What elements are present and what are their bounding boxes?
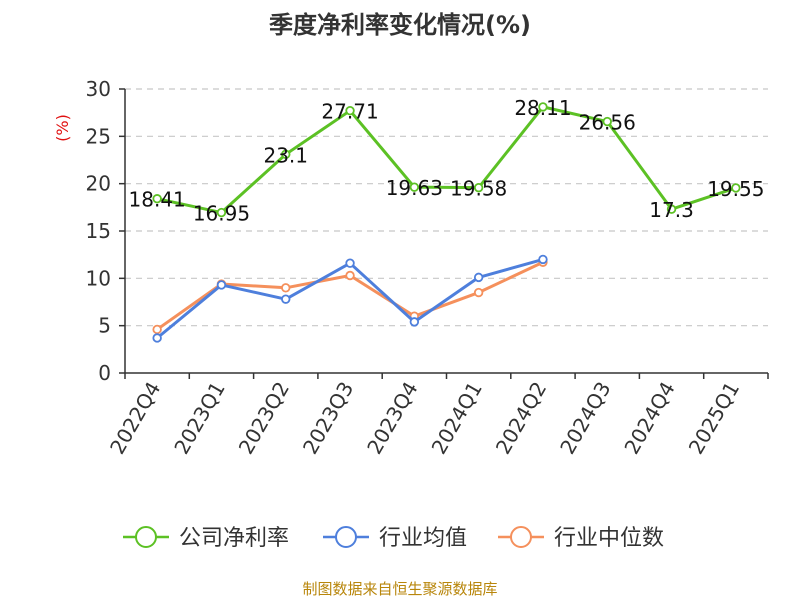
data-label: 17.3 (649, 198, 694, 222)
data-point (409, 182, 420, 192)
x-tick-label: 2024Q2 (491, 378, 551, 459)
legend-marker-icon (335, 526, 357, 548)
x-tick-label: 2023Q2 (234, 378, 294, 459)
legend-item[interactable]: 行业均值 (323, 526, 467, 551)
data-point (409, 317, 420, 327)
data-point (666, 204, 677, 214)
data-label: 28.11 (514, 96, 571, 120)
data-label: 18.41 (129, 188, 186, 212)
y-tick-label: 5 (98, 314, 111, 338)
data-point (473, 272, 484, 283)
chart-title: 季度净利率变化情况(%) (269, 11, 531, 39)
x-tick-label: 2023Q4 (362, 378, 422, 459)
x-tick-label: 2022Q4 (105, 378, 165, 459)
data-label: 19.58 (450, 177, 507, 201)
data-point (538, 254, 548, 265)
legend-item[interactable]: 行业中位数 (498, 526, 664, 551)
legend: 公司净利率 行业均值 行业中位数 (123, 526, 664, 551)
axes: 0 5 10 15 20 25 30 2022Q4 2023Q1 2023Q2 2023Q3 2023… (86, 77, 769, 459)
data-point (345, 105, 355, 116)
x-tick-label: 2024Q1 (427, 378, 487, 459)
x-tick-label: 2023Q3 (298, 378, 358, 459)
data-point (152, 333, 162, 343)
legend-label: 公司净利率 (179, 526, 289, 551)
y-tick-label: 10 (86, 266, 111, 290)
data-point (216, 280, 227, 290)
data-label: 16.95 (193, 202, 250, 226)
data-label: 19.63 (386, 176, 443, 200)
data-point (281, 294, 291, 304)
data-point (152, 194, 162, 204)
data-point (473, 287, 484, 298)
data-label: 27.71 (321, 100, 378, 124)
series-line (156, 105, 737, 215)
data-point (731, 183, 741, 193)
grid (125, 88, 768, 327)
y-tick-label: 30 (86, 77, 111, 101)
source-note: 制图数据来自恒生聚源数据库 (302, 580, 497, 598)
legend-marker-icon (510, 526, 532, 548)
data-point (538, 102, 548, 112)
data-point (281, 149, 291, 160)
data-label: 23.1 (263, 143, 308, 167)
y-tick-label: 25 (86, 124, 111, 148)
data-labels: 18.41 16.95 23.1 27.71 19.63 19.58 28.11 26.56 1… (129, 96, 765, 226)
y-tick-label: 0 (98, 361, 111, 385)
y-axis-label: (%) (53, 114, 72, 142)
data-label: 26.56 (579, 111, 636, 135)
y-tick-label: 15 (86, 219, 111, 243)
x-tick-label: 2024Q4 (619, 378, 679, 459)
data-point (345, 270, 355, 281)
legend-label: 行业均值 (379, 526, 467, 551)
data-point (345, 258, 355, 268)
y-tick-label: 20 (86, 172, 111, 196)
data-point (152, 324, 162, 335)
data-label: 19.55 (707, 177, 764, 201)
data-point (281, 283, 291, 293)
legend-label: 行业中位数 (554, 526, 664, 551)
legend-item[interactable]: 公司净利率 (123, 526, 289, 551)
data-point (602, 116, 612, 127)
x-tick-label: 2023Q1 (169, 378, 229, 459)
series (152, 102, 741, 343)
data-point (473, 182, 484, 193)
x-tick-label: 2025Q1 (684, 378, 744, 459)
data-point (216, 207, 227, 218)
x-tick-label: 2024Q3 (555, 378, 615, 459)
legend-marker-icon (135, 526, 157, 548)
